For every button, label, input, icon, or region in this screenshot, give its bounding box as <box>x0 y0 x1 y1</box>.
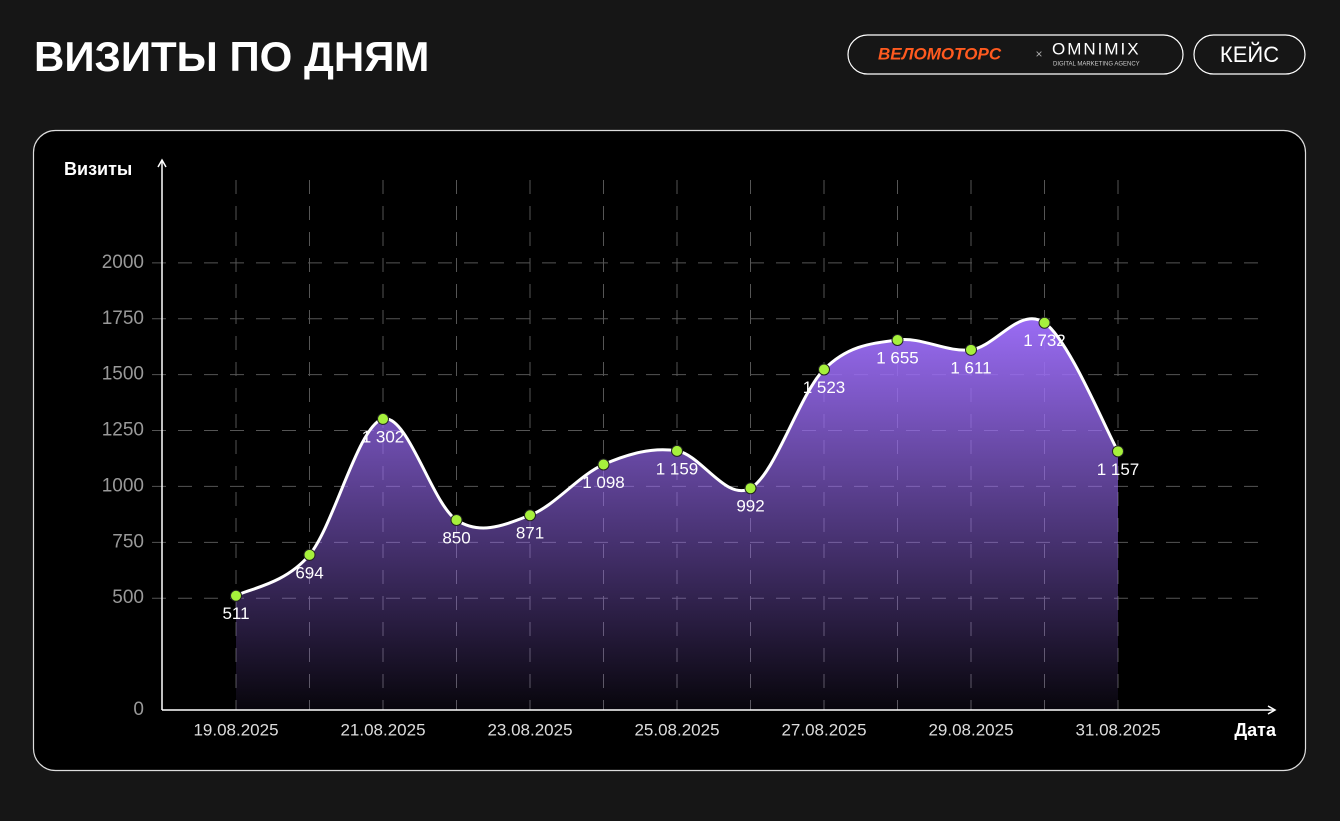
x-tick-label: 23.08.2025 <box>487 720 572 739</box>
partner-tagline: DIGITAL MARKETING AGENCY <box>1053 62 1140 68</box>
logo-pill <box>847 34 1184 75</box>
point <box>1038 316 1051 329</box>
area <box>236 318 1118 710</box>
x-tick-label: 21.08.2025 <box>340 720 425 739</box>
y-tick-label: 1000 <box>102 475 144 496</box>
point <box>818 363 830 376</box>
value-label: 1 302 <box>362 427 405 446</box>
value-label: 1 611 <box>950 358 991 377</box>
brand-logo: ВЕЛОМОТОРС <box>878 44 1002 63</box>
value-label: 850 <box>442 528 470 547</box>
plot: 0 500 750 1000 1250 1500 1750 2000 19.08.2025 21.… <box>64 158 1277 740</box>
value-label: 1 732 <box>1023 331 1066 350</box>
point <box>965 343 977 356</box>
y-axis-arrow <box>157 158 167 168</box>
x-tick-label: 31.08.2025 <box>1075 720 1160 739</box>
x-tick-label: 27.08.2025 <box>781 720 866 739</box>
y-tick-label: 1250 <box>102 420 144 441</box>
value-label: 694 <box>295 563 323 582</box>
value-label: 992 <box>736 497 764 516</box>
point <box>524 509 536 522</box>
y-tick-label: 750 <box>112 531 144 552</box>
x-tick-label: 19.08.2025 <box>193 720 278 739</box>
value-label: 1 098 <box>582 473 625 492</box>
partner-logo: OMNIMIX <box>1052 39 1141 58</box>
page-title: ВИЗИТЫ ПО ДНЯМ <box>34 33 429 80</box>
y-tick-label: 500 <box>112 587 144 608</box>
value-label: 1 655 <box>876 348 919 367</box>
x-axis-arrow <box>1267 705 1277 715</box>
y-tick-label: 1750 <box>102 308 144 329</box>
point <box>377 412 389 425</box>
value-label: 1 159 <box>656 459 699 478</box>
point <box>597 458 610 471</box>
x-tick-label: 25.08.2025 <box>634 720 719 739</box>
value-label: 511 <box>222 604 249 623</box>
point <box>891 333 904 346</box>
y-tick-label: 2000 <box>102 252 144 273</box>
x-axis-label: Дата <box>1234 720 1277 740</box>
case-button-label[interactable]: КЕЙС <box>1220 42 1279 67</box>
y-axis-label: Визиты <box>64 159 132 179</box>
point <box>671 444 683 457</box>
case-button[interactable] <box>1193 34 1306 75</box>
value-label: 871 <box>516 524 544 543</box>
value-label: 1 523 <box>803 378 846 397</box>
y-tick-label: 0 <box>133 699 144 720</box>
separator: × <box>1035 47 1042 61</box>
point <box>744 482 757 495</box>
value-label: 1 157 <box>1097 460 1140 479</box>
point <box>230 589 242 602</box>
point <box>303 548 316 561</box>
y-tick-label: 1500 <box>102 364 144 385</box>
x-tick-label: 29.08.2025 <box>928 720 1013 739</box>
point <box>450 513 463 526</box>
point <box>1112 445 1124 458</box>
